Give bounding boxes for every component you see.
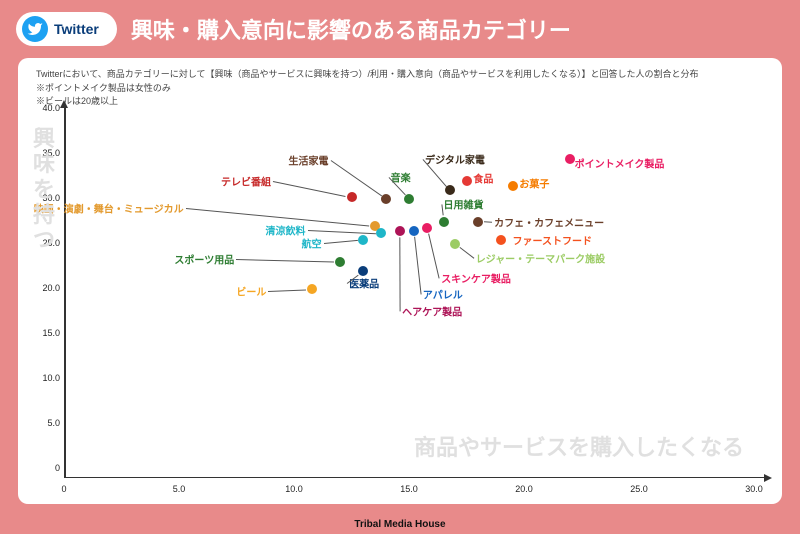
data-label: レジャー・テーマパーク施設: [476, 251, 606, 266]
leader-line: [307, 230, 375, 234]
page-title: 興味・購入意向に影響のある商品カテゴリー: [131, 13, 571, 45]
data-point: [496, 235, 506, 245]
outer-container: Twitter 興味・購入意向に影響のある商品カテゴリー Twitterにおいて…: [0, 0, 800, 534]
data-label: 航空: [302, 236, 322, 251]
data-label: 清涼飲料: [266, 222, 306, 237]
data-point: [376, 228, 386, 238]
data-point: [404, 194, 414, 204]
data-label: スキンケア製品: [441, 271, 511, 286]
y-axis-bg-label: 興味を持つ: [32, 126, 56, 252]
chart-description: Twitterにおいて、商品カテゴリーに対して【興味（商品やサービスに興味を持つ…: [36, 68, 764, 109]
data-point: [409, 226, 419, 236]
leader-line: [330, 160, 381, 196]
data-label: スポーツ用品: [174, 252, 234, 267]
badge-label: Twitter: [54, 21, 99, 37]
leader-line: [399, 237, 400, 311]
desc-line-3: ※ビールは20歳以上: [36, 95, 764, 109]
data-point: [508, 181, 518, 191]
x-axis-arrow: [764, 474, 772, 482]
data-point: [565, 154, 575, 164]
leader-line: [273, 181, 346, 197]
scatter-chart: 商品やサービスを購入したくなる 生活家電テレビ番組映画・演劇・舞台・ミュージカル…: [64, 118, 754, 478]
data-point: [381, 194, 391, 204]
leader-line: [484, 222, 492, 223]
x-tick: 20.0: [515, 484, 533, 494]
leader-line: [236, 259, 334, 262]
y-tick: 15.0: [34, 328, 60, 338]
x-tick: 10.0: [285, 484, 303, 494]
data-label: アパレル: [423, 287, 463, 302]
footer-credit: Tribal Media House: [0, 519, 800, 530]
y-tick: 0: [34, 463, 60, 473]
data-point: [473, 217, 483, 227]
plot-area: 生活家電テレビ番組映画・演劇・舞台・ミュージカル清涼飲料航空スポーツ用品ビール医…: [64, 118, 754, 478]
data-label: お菓子: [519, 175, 549, 190]
data-label: 食品: [473, 171, 493, 186]
y-tick: 10.0: [34, 373, 60, 383]
data-label: デジタル家電: [425, 151, 485, 166]
data-point: [445, 185, 455, 195]
twitter-icon: [22, 16, 48, 42]
data-point: [335, 257, 345, 267]
data-point: [358, 235, 368, 245]
data-point: [307, 284, 317, 294]
x-tick: 15.0: [400, 484, 418, 494]
data-point: [439, 217, 449, 227]
leader-line: [428, 234, 439, 279]
data-label: テレビ番組: [221, 174, 271, 189]
data-label: ヘアケア製品: [402, 303, 462, 318]
x-tick: 25.0: [630, 484, 648, 494]
data-label: カフェ・カフェメニュー: [494, 215, 604, 230]
y-tick: 20.0: [34, 283, 60, 293]
data-label: ビール: [236, 283, 266, 298]
data-label: ポイントメイク製品: [575, 156, 665, 171]
data-point: [395, 226, 405, 236]
desc-line-2: ※ポイントメイク製品は女性のみ: [36, 82, 764, 96]
y-tick: 40.0: [34, 103, 60, 113]
y-axis-arrow: [60, 100, 68, 108]
chart-panel: Twitterにおいて、商品カテゴリーに対して【興味（商品やサービスに興味を持つ…: [18, 58, 782, 504]
leader-line: [460, 248, 474, 259]
header: Twitter 興味・購入意向に影響のある商品カテゴリー: [0, 0, 800, 54]
y-tick: 5.0: [34, 418, 60, 428]
data-label: 日用雑貨: [444, 197, 484, 212]
data-label: 生活家電: [289, 153, 329, 168]
leader-line: [268, 289, 306, 291]
data-point: [462, 176, 472, 186]
desc-line-1: Twitterにおいて、商品カテゴリーに対して【興味（商品やサービスに興味を持つ…: [36, 68, 764, 82]
twitter-badge: Twitter: [16, 12, 117, 46]
x-tick: 0: [61, 484, 66, 494]
data-point: [422, 223, 432, 233]
data-point: [347, 192, 357, 202]
leader-line: [324, 240, 357, 244]
leader-line: [414, 237, 421, 295]
x-tick: 30.0: [745, 484, 763, 494]
data-label: ファーストフード: [513, 232, 593, 247]
x-tick: 5.0: [173, 484, 186, 494]
